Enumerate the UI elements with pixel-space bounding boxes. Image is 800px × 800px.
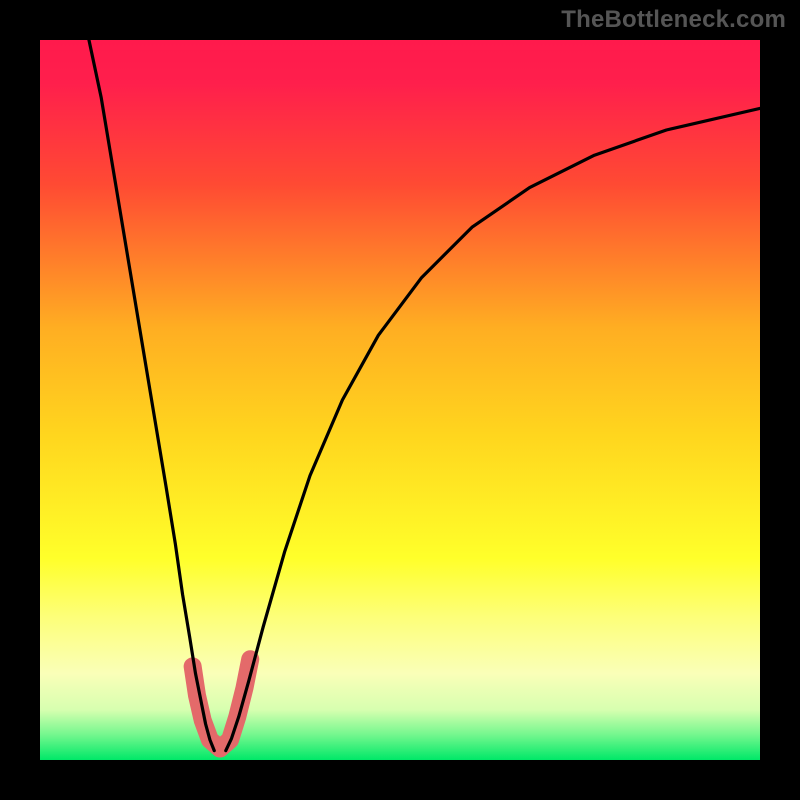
chart-card: TheBottleneck.com xyxy=(0,0,800,800)
bottleneck-chart xyxy=(0,0,800,800)
watermark-label: TheBottleneck.com xyxy=(561,6,786,34)
plot-area xyxy=(40,40,760,760)
